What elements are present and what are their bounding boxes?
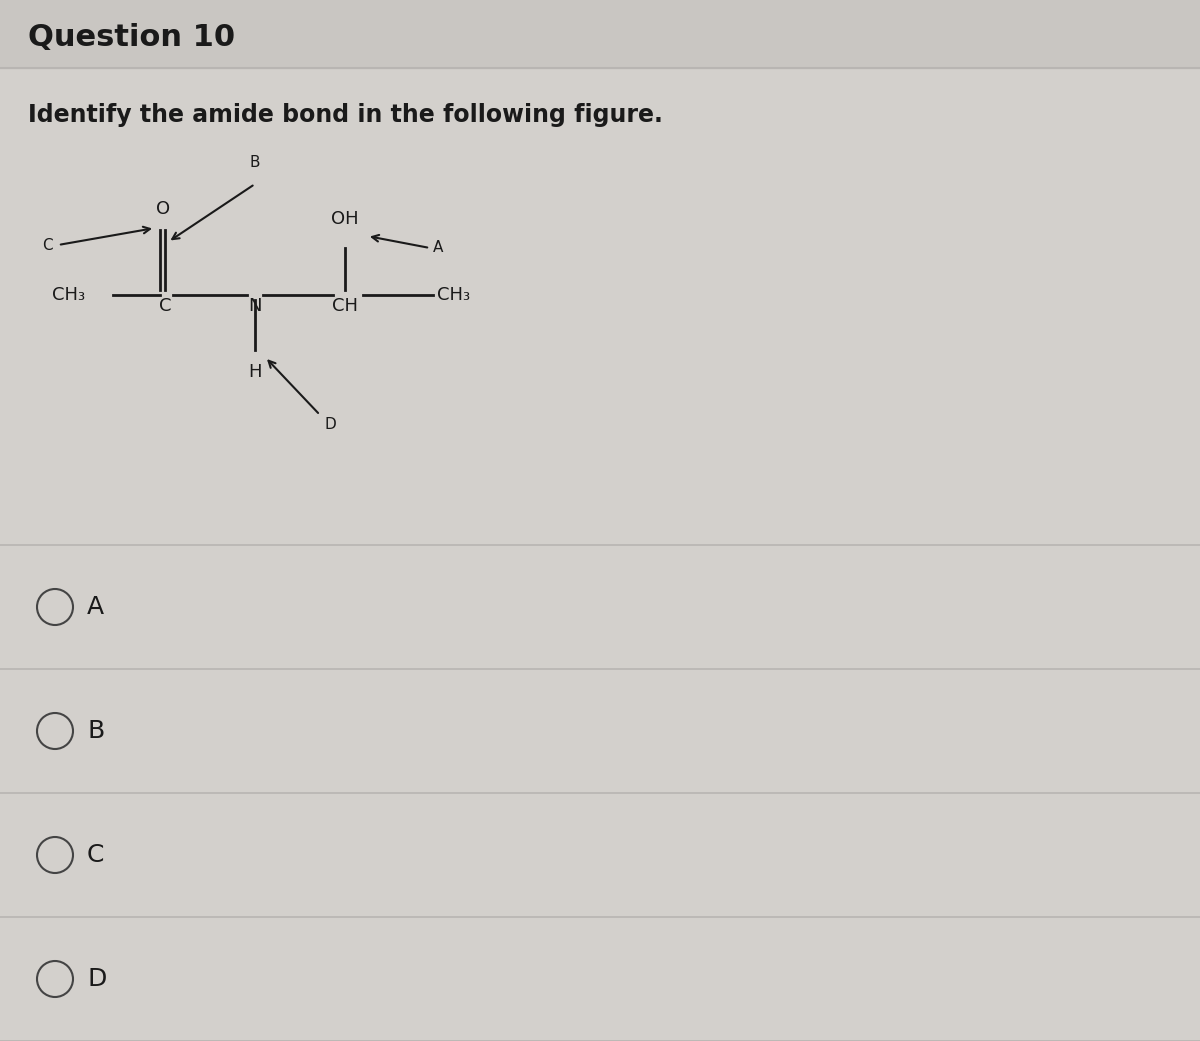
Text: B: B (250, 155, 260, 170)
Text: CH₃: CH₃ (437, 286, 470, 304)
Text: Identify the amide bond in the following figure.: Identify the amide bond in the following… (28, 103, 662, 127)
Circle shape (37, 961, 73, 997)
Text: H: H (248, 363, 262, 381)
Text: CH: CH (332, 297, 358, 315)
Bar (0, 0, 1200, 68)
Text: OH: OH (331, 210, 359, 228)
Circle shape (37, 713, 73, 750)
Text: D: D (88, 967, 107, 991)
Text: N: N (248, 297, 262, 315)
Text: D: D (324, 417, 336, 432)
Text: CH₃: CH₃ (52, 286, 85, 304)
Text: A: A (433, 240, 443, 255)
Text: O: O (156, 200, 170, 218)
Text: C: C (88, 843, 104, 867)
Text: C: C (42, 237, 53, 253)
Circle shape (37, 837, 73, 873)
Text: A: A (88, 595, 104, 619)
Text: C: C (158, 297, 172, 315)
Text: B: B (88, 719, 104, 743)
Text: Question 10: Question 10 (28, 24, 235, 52)
Circle shape (37, 589, 73, 625)
